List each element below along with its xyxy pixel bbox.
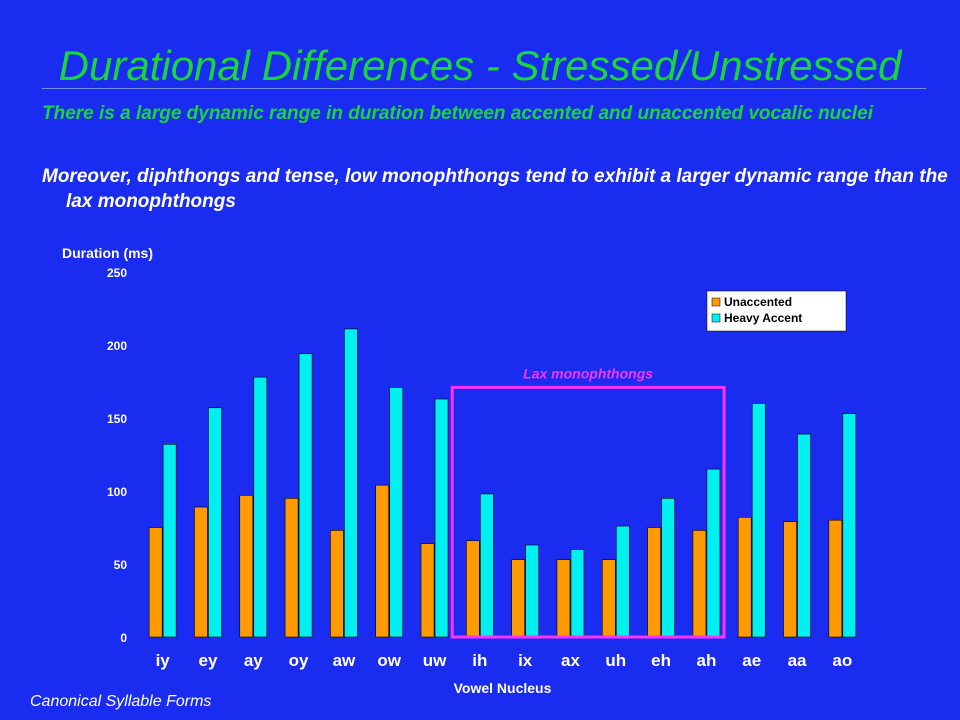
bar-heavy-accent: [706, 468, 721, 638]
bar-unaccented: [284, 497, 299, 638]
bar-unaccented: [420, 543, 435, 638]
x-tick-label: aw: [333, 651, 356, 670]
bar-heavy-accent: [842, 413, 857, 638]
bar-heavy-accent: [480, 493, 494, 638]
bar-unaccented: [828, 519, 843, 638]
bar-heavy-accent: [525, 544, 539, 638]
x-axis-label: Vowel Nucleus: [454, 680, 552, 696]
bar-heavy-accent: [434, 398, 449, 638]
legend-label: Heavy Accent: [724, 311, 802, 325]
x-tick-label: ih: [472, 651, 487, 670]
bullet-point-2: Moreover, diphthongs and tense, low mono…: [42, 166, 948, 212]
bar-heavy-accent: [570, 549, 585, 638]
bar-unaccented: [148, 527, 163, 638]
x-tick-label: ae: [742, 651, 761, 670]
x-tick-label: ax: [561, 651, 580, 670]
bar-heavy-accent: [298, 353, 313, 638]
bar-unaccented: [647, 527, 661, 638]
x-tick-label: eh: [651, 651, 671, 670]
x-tick-label: oy: [289, 651, 309, 670]
x-tick-label: uw: [423, 651, 447, 670]
x-tick-label: ay: [244, 651, 263, 670]
bar-unaccented: [556, 559, 571, 638]
bar-unaccented: [466, 540, 480, 638]
x-tick-label: ao: [832, 651, 852, 670]
annotation-label: Lax monophthongs: [523, 365, 653, 381]
title-divider: [42, 88, 926, 89]
x-tick-label: uh: [605, 651, 626, 670]
footer-label: Canonical Syllable Forms: [30, 693, 212, 710]
bar-unaccented: [601, 559, 616, 638]
bar-heavy-accent: [162, 443, 177, 638]
y-tick-label: 50: [114, 558, 128, 572]
y-tick-label: 100: [107, 485, 127, 499]
x-tick-label: ow: [377, 651, 401, 670]
bar-heavy-accent: [615, 525, 630, 638]
bar-unaccented: [783, 521, 797, 638]
bar-unaccented: [330, 530, 344, 638]
x-tick-label: ix: [518, 651, 533, 670]
x-tick-label: ey: [199, 651, 218, 670]
bar-heavy-accent: [253, 376, 268, 638]
lax-monophthongs-box: [450, 385, 726, 639]
y-axis-label: Duration (ms): [62, 245, 153, 261]
bullet-point-1: There is a large dynamic range in durati…: [42, 103, 873, 124]
x-tick-label: aa: [788, 651, 807, 670]
y-tick-label: 200: [107, 339, 127, 353]
y-tick-label: 250: [107, 266, 127, 280]
legend-label: Unaccented: [724, 295, 792, 309]
bar-unaccented: [239, 495, 254, 638]
x-tick-label: iy: [156, 651, 171, 670]
bar-unaccented: [194, 506, 208, 638]
bar-unaccented: [737, 516, 752, 638]
bar-unaccented: [692, 530, 707, 638]
bar-heavy-accent: [797, 433, 811, 638]
legend-box: [706, 290, 847, 332]
bar-unaccented: [375, 484, 390, 638]
y-tick-label: 0: [120, 631, 127, 645]
y-tick-label: 150: [107, 412, 127, 426]
bar-heavy-accent: [661, 497, 675, 638]
legend-swatch: [711, 313, 721, 323]
bar-unaccented: [511, 559, 525, 638]
bar-heavy-accent: [751, 403, 766, 638]
slide-title: Durational Differences - Stressed/Unstre…: [58, 42, 902, 89]
bar-heavy-accent: [389, 387, 404, 638]
bar-heavy-accent: [208, 407, 222, 638]
legend-swatch: [711, 297, 721, 307]
x-tick-label: ah: [696, 651, 716, 670]
bar-heavy-accent: [344, 328, 358, 638]
